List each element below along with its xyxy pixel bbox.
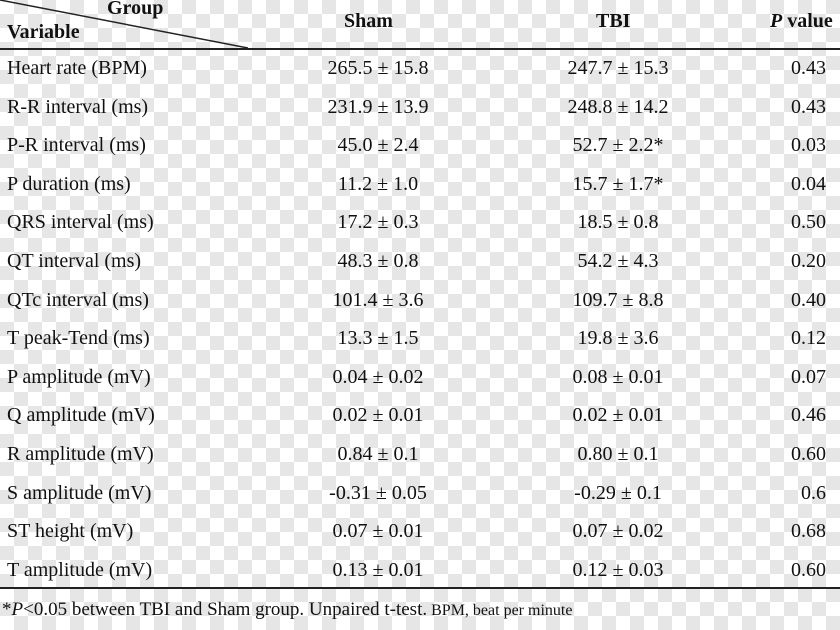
variable-cell: P-R interval (ms) xyxy=(7,134,146,157)
variable-cell: QTc interval (ms) xyxy=(7,288,149,311)
bottom-rule xyxy=(0,587,840,589)
variable-cell: R amplitude (mV) xyxy=(7,442,154,465)
variable-cell: R-R interval (ms) xyxy=(7,95,149,118)
sham-cell: 11.2 ± 1.0 xyxy=(337,172,419,195)
p-value-cell: 0.07 xyxy=(791,365,826,388)
table-header: Group Variable Sham TBI P value xyxy=(0,0,840,48)
tbi-cell: 52.7 ± 2.2* xyxy=(572,134,664,157)
variable-cell: QT interval (ms) xyxy=(7,249,142,272)
sham-cell: 13.3 ± 1.5 xyxy=(337,327,419,350)
p-symbol: P xyxy=(770,10,783,32)
p-value-cell: 0.43 xyxy=(791,57,826,79)
table-row: S amplitude (mV) -0.31 ± 0.05 -0.29 ± 0.1 0… xyxy=(0,475,840,514)
p-value-cell: 0.6 xyxy=(801,481,826,504)
p-value-cell: 0.60 xyxy=(791,442,826,465)
table-row: ST height (mV) 0.07 ± 0.01 0.07 ± 0.02 0.68 xyxy=(0,513,840,552)
tbi-cell: 247.7 ± 15.3 xyxy=(567,57,669,79)
tbi-cell: 54.2 ± 4.3 xyxy=(577,249,659,272)
footnote-star: * xyxy=(2,599,12,620)
variable-cell: T peak-Tend (ms) xyxy=(7,327,150,350)
variable-cell: Q amplitude (mV) xyxy=(7,404,155,427)
header-rule xyxy=(0,48,840,50)
footnote-abbreviation: BPM, beat per minute xyxy=(427,602,573,619)
variable-cell: Heart rate (BPM) xyxy=(7,57,147,79)
sham-cell: 265.5 ± 15.8 xyxy=(327,57,429,79)
footnote-text: <0.05 between TBI and Sham group. Unpair… xyxy=(23,599,428,620)
table-row: R-R interval (ms) 231.9 ± 13.9 248.8 ± 14.… xyxy=(0,89,840,128)
table-row: P duration (ms) 11.2 ± 1.0 15.7 ± 1.7* 0.04 xyxy=(0,166,840,205)
table-row: T amplitude (mV) 0.13 ± 0.01 0.12 ± 0.03 0.… xyxy=(0,552,840,591)
table-row: QTc interval (ms) 101.4 ± 3.6 109.7 ± 8.8 0… xyxy=(0,282,840,321)
header-diagonal-divider xyxy=(0,0,248,48)
sham-cell: 0.07 ± 0.01 xyxy=(332,520,424,543)
sham-cell: -0.31 ± 0.05 xyxy=(329,481,427,504)
variable-cell: S amplitude (mV) xyxy=(7,481,152,504)
footnote-p: P xyxy=(11,599,24,620)
sham-cell: 101.4 ± 3.6 xyxy=(332,288,424,311)
p-value-cell: 0.46 xyxy=(791,404,826,427)
table-row: QT interval (ms) 48.3 ± 0.8 54.2 ± 4.3 0.20 xyxy=(0,243,840,282)
tbi-column-header: TBI xyxy=(596,10,631,32)
p-value-cell: 0.43 xyxy=(791,95,826,118)
variable-cell: ST height (mV) xyxy=(7,520,134,543)
table-row: R amplitude (mV) 0.84 ± 0.1 0.80 ± 0.1 0.60 xyxy=(0,436,840,475)
sham-cell: 0.04 ± 0.02 xyxy=(332,365,424,388)
tbi-cell: 109.7 ± 8.8 xyxy=(572,288,664,311)
sham-cell: 231.9 ± 13.9 xyxy=(327,95,429,118)
table-row: P-R interval (ms) 45.0 ± 2.4 52.7 ± 2.2* 0.… xyxy=(0,127,840,166)
tbi-cell: 0.02 ± 0.01 xyxy=(572,404,664,427)
table-row: P amplitude (mV) 0.04 ± 0.02 0.08 ± 0.01 0.… xyxy=(0,359,840,398)
tbi-cell: 0.12 ± 0.03 xyxy=(572,558,664,581)
p-value-cell: 0.40 xyxy=(791,288,826,311)
tbi-cell: 19.8 ± 3.6 xyxy=(577,327,659,350)
group-header: Group xyxy=(107,0,164,19)
sham-column-header: Sham xyxy=(344,10,393,32)
table-row: Q amplitude (mV) 0.02 ± 0.01 0.02 ± 0.01 0.… xyxy=(0,397,840,436)
p-value-cell: 0.03 xyxy=(791,134,826,157)
p-value-cell: 0.04 xyxy=(791,172,826,195)
tbi-cell: 18.5 ± 0.8 xyxy=(577,211,659,234)
variable-cell: P amplitude (mV) xyxy=(7,365,151,388)
p-value-cell: 0.20 xyxy=(791,249,826,272)
sham-cell: 0.13 ± 0.01 xyxy=(332,558,424,581)
table-row: T peak-Tend (ms) 13.3 ± 1.5 19.8 ± 3.6 0.12 xyxy=(0,320,840,359)
sham-cell: 45.0 ± 2.4 xyxy=(337,134,419,157)
variable-cell: P duration (ms) xyxy=(7,172,131,195)
sham-cell: 0.84 ± 0.1 xyxy=(337,442,419,465)
p-value-cell: 0.50 xyxy=(791,211,826,234)
table-body: Heart rate (BPM) 265.5 ± 15.8 247.7 ± 15.3… xyxy=(0,50,840,590)
tbi-cell: -0.29 ± 0.1 xyxy=(574,481,662,504)
variable-cell: T amplitude (mV) xyxy=(7,558,153,581)
sham-cell: 17.2 ± 0.3 xyxy=(337,211,419,234)
p-value-cell: 0.68 xyxy=(791,520,826,543)
sham-cell: 0.02 ± 0.01 xyxy=(332,404,424,427)
tbi-cell: 248.8 ± 14.2 xyxy=(567,95,669,118)
sham-cell: 48.3 ± 0.8 xyxy=(337,249,419,272)
table-row: Heart rate (BPM) 265.5 ± 15.8 247.7 ± 15.3… xyxy=(0,50,840,89)
p-value-cell: 0.60 xyxy=(791,558,826,581)
table-row: QRS interval (ms) 17.2 ± 0.3 18.5 ± 0.8 0.5… xyxy=(0,204,840,243)
tbi-cell: 0.07 ± 0.02 xyxy=(572,520,664,543)
p-value-label: value xyxy=(782,10,833,32)
tbi-cell: 0.80 ± 0.1 xyxy=(577,442,659,465)
p-value-cell: 0.12 xyxy=(791,327,826,350)
tbi-cell: 15.7 ± 1.7* xyxy=(572,172,664,195)
tbi-cell: 0.08 ± 0.01 xyxy=(572,365,664,388)
p-value-column-header: P value xyxy=(770,10,833,33)
footnote: *P<0.05 between TBI and Sham group. Unpa… xyxy=(2,599,572,621)
variable-header: Variable xyxy=(7,21,80,43)
variable-cell: QRS interval (ms) xyxy=(7,211,154,234)
